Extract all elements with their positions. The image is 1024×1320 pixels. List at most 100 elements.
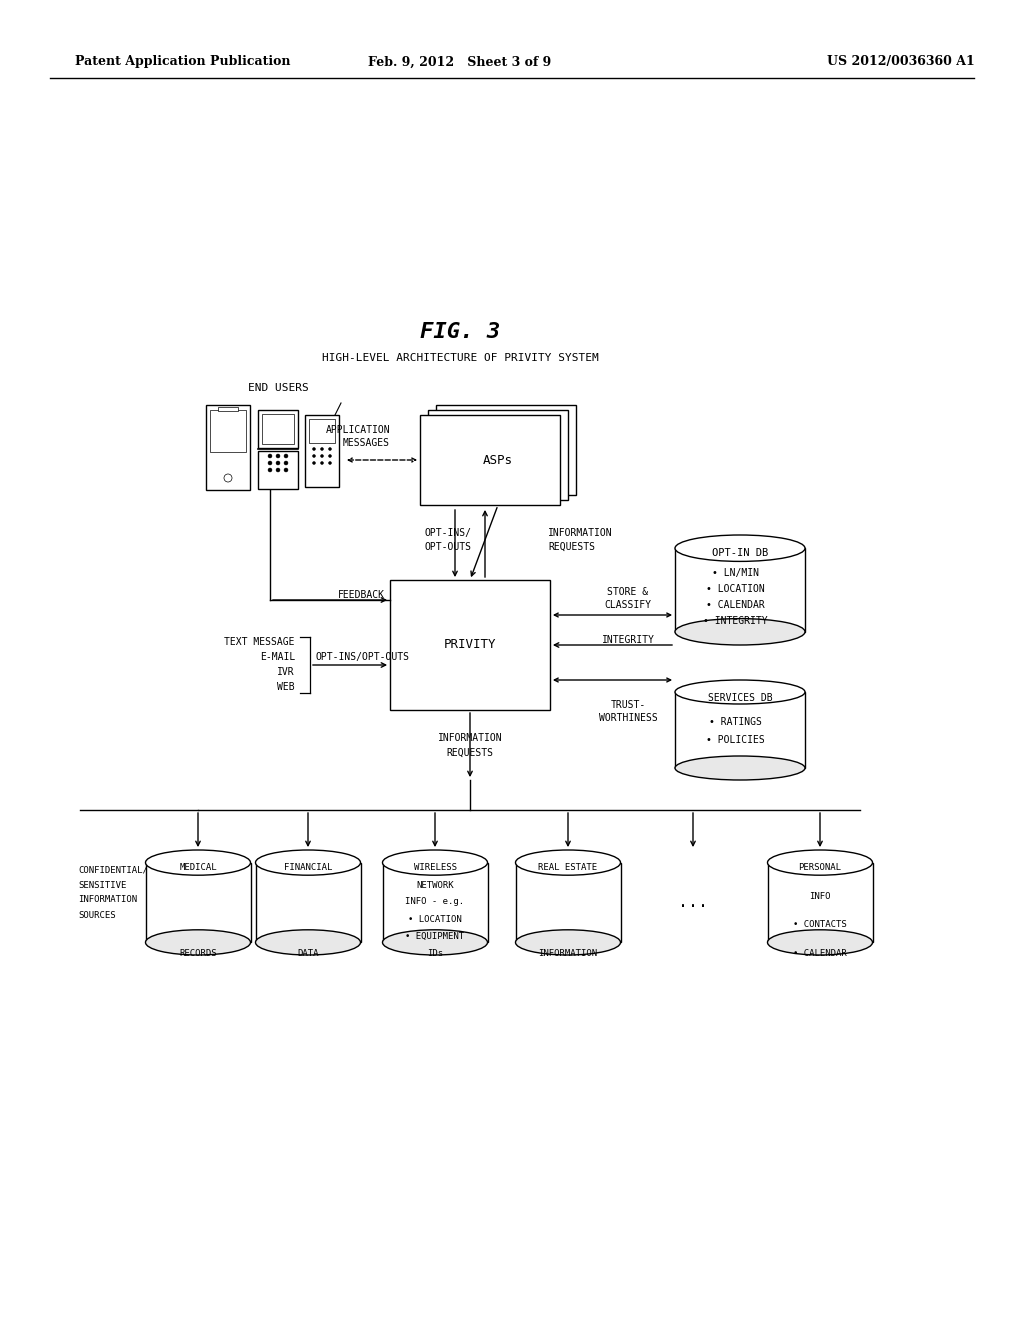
- Text: • EQUIPMENT: • EQUIPMENT: [406, 932, 465, 940]
- Ellipse shape: [383, 850, 487, 875]
- Circle shape: [321, 454, 324, 458]
- Bar: [258, 451, 298, 488]
- Ellipse shape: [675, 680, 805, 704]
- Ellipse shape: [145, 850, 251, 875]
- Circle shape: [268, 454, 272, 458]
- Circle shape: [321, 462, 324, 465]
- Text: ASPs: ASPs: [483, 454, 513, 466]
- Text: OPT-IN DB: OPT-IN DB: [712, 548, 768, 558]
- Text: Patent Application Publication: Patent Application Publication: [75, 55, 291, 69]
- Text: INFORMATION: INFORMATION: [437, 733, 503, 743]
- Ellipse shape: [256, 929, 360, 954]
- Text: TEXT MESSAGE: TEXT MESSAGE: [224, 638, 295, 647]
- Bar: [145, 862, 251, 942]
- Text: FINANCIAL: FINANCIAL: [284, 863, 332, 873]
- Bar: [383, 862, 487, 942]
- Ellipse shape: [675, 619, 805, 645]
- Ellipse shape: [256, 850, 360, 875]
- Circle shape: [329, 454, 332, 458]
- Bar: [515, 862, 621, 942]
- Ellipse shape: [675, 535, 805, 561]
- Bar: [262, 414, 294, 444]
- Text: INTEGRITY: INTEGRITY: [601, 635, 654, 645]
- Circle shape: [224, 474, 232, 482]
- Bar: [390, 579, 550, 710]
- Text: REAL ESTATE: REAL ESTATE: [539, 863, 598, 873]
- Text: INFORMATION: INFORMATION: [78, 895, 137, 904]
- Text: • LN/MIN: • LN/MIN: [712, 568, 759, 578]
- Circle shape: [312, 462, 315, 465]
- Circle shape: [284, 461, 288, 465]
- Circle shape: [329, 462, 332, 465]
- Text: • INTEGRITY: • INTEGRITY: [702, 616, 767, 626]
- Text: • LOCATION: • LOCATION: [706, 583, 764, 594]
- Text: NETWORK: NETWORK: [416, 880, 454, 890]
- Text: STORE &: STORE &: [607, 587, 648, 597]
- Circle shape: [268, 461, 272, 465]
- Text: • RATINGS: • RATINGS: [709, 717, 762, 727]
- Ellipse shape: [383, 929, 487, 954]
- Text: REQUESTS: REQUESTS: [548, 543, 595, 552]
- Ellipse shape: [145, 929, 251, 954]
- Ellipse shape: [675, 756, 805, 780]
- Text: SERVICES DB: SERVICES DB: [708, 693, 772, 704]
- Text: SOURCES: SOURCES: [78, 911, 116, 920]
- Text: WEB: WEB: [278, 682, 295, 692]
- Text: FEEDBACK: FEEDBACK: [338, 590, 385, 601]
- Ellipse shape: [768, 929, 872, 954]
- Text: DATA: DATA: [297, 949, 318, 957]
- Bar: [309, 418, 335, 444]
- Circle shape: [284, 469, 288, 473]
- Bar: [206, 405, 250, 490]
- Text: INFORMATION: INFORMATION: [548, 528, 612, 539]
- Text: Feb. 9, 2012   Sheet 3 of 9: Feb. 9, 2012 Sheet 3 of 9: [369, 55, 552, 69]
- Text: INFORMATION: INFORMATION: [539, 949, 598, 957]
- Text: WIRELESS: WIRELESS: [414, 863, 457, 873]
- Text: MESSAGES: MESSAGES: [343, 438, 390, 447]
- Bar: [420, 414, 560, 506]
- Text: • CALENDAR: • CALENDAR: [706, 601, 764, 610]
- Text: FIG. 3: FIG. 3: [420, 322, 500, 342]
- Bar: [675, 548, 805, 632]
- Text: • POLICIES: • POLICIES: [706, 735, 764, 744]
- Text: • CONTACTS: • CONTACTS: [794, 920, 847, 929]
- Bar: [768, 862, 872, 942]
- Circle shape: [321, 447, 324, 450]
- Bar: [256, 862, 360, 942]
- Circle shape: [268, 469, 272, 473]
- Bar: [258, 411, 298, 447]
- Text: MEDICAL: MEDICAL: [179, 863, 217, 873]
- Bar: [210, 411, 246, 451]
- Text: REQUESTS: REQUESTS: [446, 748, 494, 758]
- Circle shape: [276, 461, 280, 465]
- Text: CLASSIFY: CLASSIFY: [604, 601, 651, 610]
- Text: CONFIDENTIAL/: CONFIDENTIAL/: [78, 866, 147, 874]
- Text: APPLICATION: APPLICATION: [326, 425, 390, 436]
- Circle shape: [312, 447, 315, 450]
- Text: US 2012/0036360 A1: US 2012/0036360 A1: [827, 55, 975, 69]
- Ellipse shape: [515, 850, 621, 875]
- Text: E-MAIL: E-MAIL: [260, 652, 295, 663]
- Text: INFO - e.g.: INFO - e.g.: [406, 898, 465, 907]
- Ellipse shape: [515, 929, 621, 954]
- Ellipse shape: [768, 850, 872, 875]
- Text: TRUST-: TRUST-: [610, 700, 645, 710]
- Circle shape: [276, 454, 280, 458]
- Bar: [675, 692, 805, 768]
- Text: WORTHINESS: WORTHINESS: [599, 713, 657, 723]
- Text: • CALENDAR: • CALENDAR: [794, 949, 847, 957]
- Text: PERSONAL: PERSONAL: [799, 863, 842, 873]
- Circle shape: [329, 447, 332, 450]
- Circle shape: [276, 469, 280, 473]
- Text: OPT-INS/: OPT-INS/: [425, 528, 471, 539]
- Bar: [436, 405, 575, 495]
- Bar: [305, 414, 339, 487]
- Text: HIGH-LEVEL ARCHITECTURE OF PRIVITY SYSTEM: HIGH-LEVEL ARCHITECTURE OF PRIVITY SYSTE…: [322, 352, 598, 363]
- Text: • LOCATION: • LOCATION: [409, 915, 462, 924]
- Text: IDs: IDs: [427, 949, 443, 957]
- Circle shape: [284, 454, 288, 458]
- Text: ...: ...: [678, 894, 708, 911]
- Text: PRIVITY: PRIVITY: [443, 639, 497, 652]
- Text: OPT-OUTS: OPT-OUTS: [425, 543, 471, 552]
- Text: SENSITIVE: SENSITIVE: [78, 880, 126, 890]
